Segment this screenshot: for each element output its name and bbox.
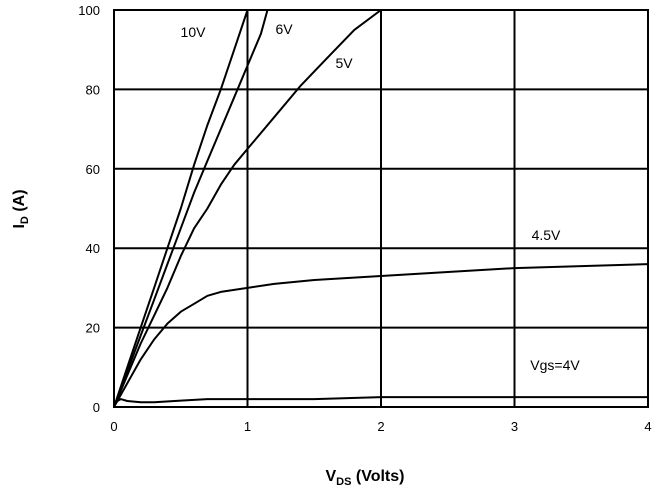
y-axis-title: ID (A) — [11, 189, 31, 228]
x-tick-label: 0 — [110, 419, 117, 434]
series-line — [114, 396, 648, 404]
y-tick-label: 40 — [86, 241, 100, 256]
series-label: 10V — [181, 24, 207, 40]
grid — [113, 9, 649, 408]
y-tick-label: 80 — [86, 82, 100, 97]
curve-labels: 10V 6V 5V 4.5V Vgs=4V — [181, 21, 581, 373]
series-line — [114, 263, 648, 407]
x-axis-title: VDS (Volts) — [326, 468, 405, 488]
series-label: 4.5V — [532, 227, 561, 243]
series-line — [114, 10, 269, 407]
series-label: Vgs=4V — [530, 357, 580, 373]
x-tick-label: 1 — [244, 419, 251, 434]
y-tick-label: 100 — [78, 3, 100, 18]
series-line — [114, 10, 249, 407]
x-tick-label: 4 — [644, 419, 651, 434]
y-tick-label: 0 — [93, 400, 100, 415]
curves — [114, 10, 648, 407]
x-tick-label: 3 — [511, 419, 518, 434]
series-label: 6V — [275, 21, 293, 37]
series-label: 5V — [335, 55, 353, 71]
y-tick-label: 20 — [86, 321, 100, 336]
y-tick-label: 60 — [86, 162, 100, 177]
x-tick-label: 2 — [377, 419, 384, 434]
series-line — [114, 10, 382, 407]
